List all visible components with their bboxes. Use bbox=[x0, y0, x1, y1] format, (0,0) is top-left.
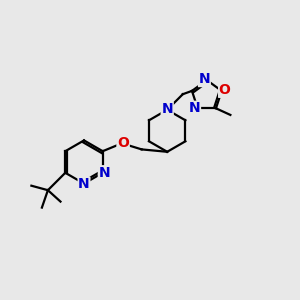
Text: N: N bbox=[161, 102, 173, 116]
Text: N: N bbox=[98, 166, 110, 180]
Text: O: O bbox=[117, 136, 129, 150]
Text: O: O bbox=[219, 83, 231, 97]
Text: N: N bbox=[189, 101, 200, 115]
Text: N: N bbox=[199, 73, 210, 86]
Text: N: N bbox=[78, 177, 90, 191]
